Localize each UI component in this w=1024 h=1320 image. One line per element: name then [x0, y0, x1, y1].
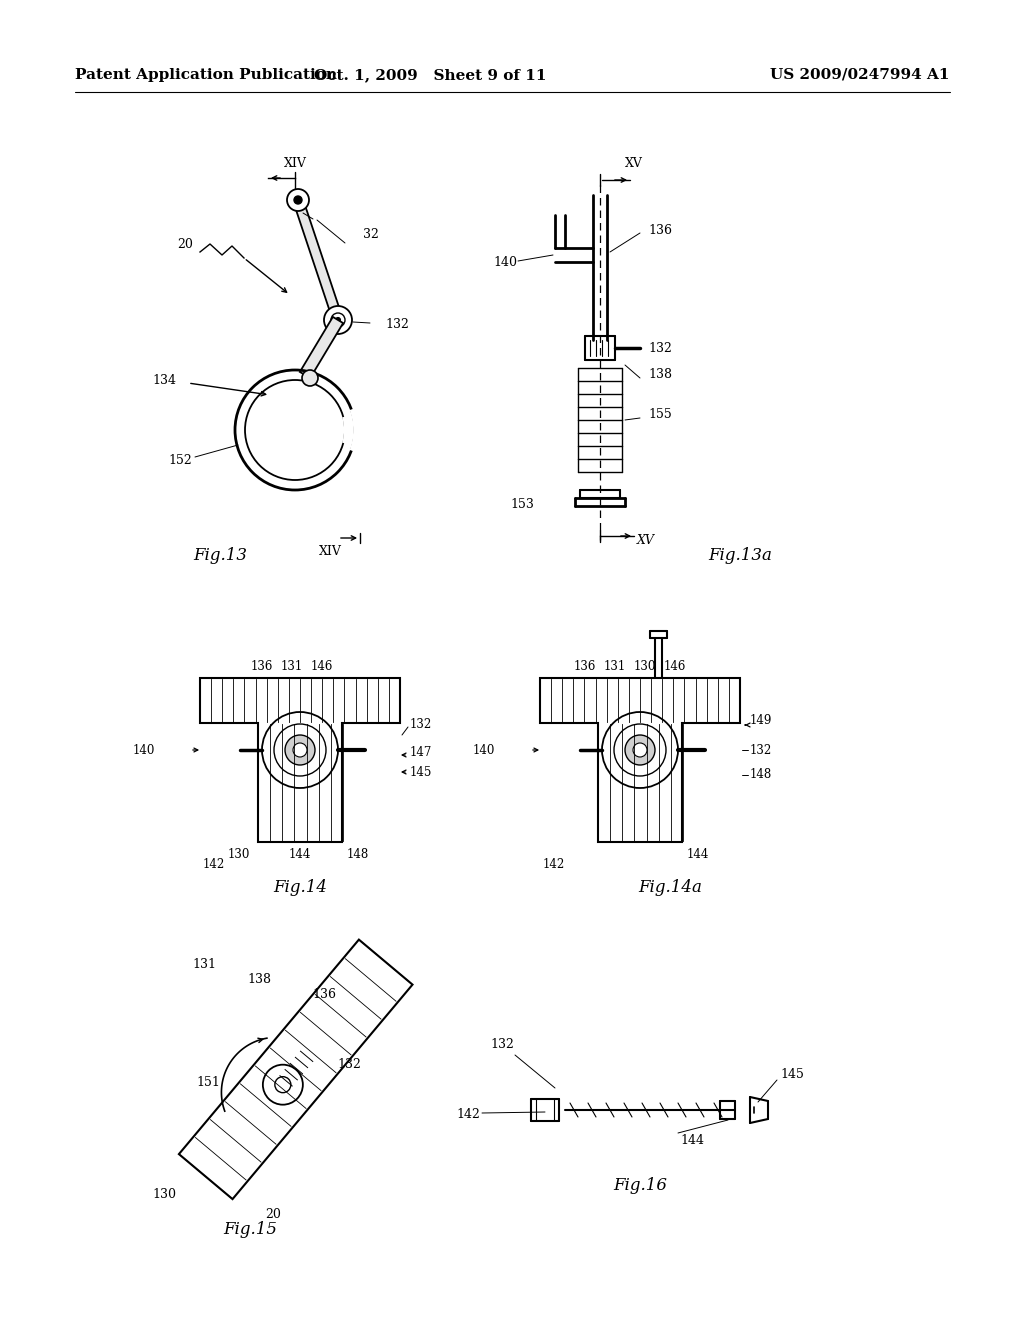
Text: 131: 131 — [193, 958, 217, 972]
Circle shape — [633, 743, 647, 756]
Text: 142: 142 — [543, 858, 565, 870]
Text: 132: 132 — [648, 342, 672, 355]
Polygon shape — [179, 940, 413, 1199]
Text: 130: 130 — [153, 1188, 177, 1201]
Text: 138: 138 — [648, 368, 672, 381]
Text: 146: 146 — [664, 660, 686, 672]
Polygon shape — [300, 317, 343, 378]
Text: 131: 131 — [281, 660, 303, 672]
Text: 131: 131 — [604, 660, 626, 672]
Text: 132: 132 — [410, 718, 432, 731]
Text: 32: 32 — [362, 228, 379, 242]
Circle shape — [336, 318, 341, 322]
Text: Fig.13: Fig.13 — [193, 546, 247, 564]
Text: 151: 151 — [197, 1076, 220, 1089]
Text: 142: 142 — [203, 858, 225, 870]
Text: 130: 130 — [634, 660, 656, 672]
Text: 145: 145 — [780, 1068, 804, 1081]
Circle shape — [263, 1065, 303, 1105]
Text: 145: 145 — [410, 766, 432, 779]
Text: 149: 149 — [750, 714, 772, 726]
Text: 148: 148 — [347, 847, 370, 861]
Polygon shape — [293, 198, 343, 322]
Circle shape — [287, 189, 309, 211]
Text: 136: 136 — [573, 660, 596, 672]
Text: 144: 144 — [687, 847, 710, 861]
Text: 134: 134 — [152, 374, 176, 387]
Text: 144: 144 — [289, 847, 311, 861]
Text: Oct. 1, 2009   Sheet 9 of 11: Oct. 1, 2009 Sheet 9 of 11 — [313, 69, 546, 82]
Text: 142: 142 — [456, 1109, 480, 1122]
Text: XV: XV — [625, 157, 643, 170]
Text: Patent Application Publication: Patent Application Publication — [75, 69, 337, 82]
Circle shape — [262, 711, 338, 788]
Text: 136: 136 — [648, 223, 672, 236]
Text: Fig.15: Fig.15 — [223, 1221, 278, 1238]
Text: 144: 144 — [680, 1134, 705, 1147]
Text: 148: 148 — [750, 768, 772, 781]
Circle shape — [274, 1077, 291, 1093]
Text: 152: 152 — [168, 454, 191, 466]
Text: Fig.13a: Fig.13a — [708, 546, 772, 564]
Text: Fig.14a: Fig.14a — [638, 879, 701, 895]
Text: 140: 140 — [133, 743, 155, 756]
Circle shape — [293, 743, 307, 756]
Circle shape — [274, 723, 326, 776]
Text: Fig.16: Fig.16 — [613, 1176, 667, 1193]
Text: 136: 136 — [251, 660, 273, 672]
Text: XIV: XIV — [318, 545, 341, 558]
Circle shape — [602, 711, 678, 788]
Polygon shape — [540, 678, 740, 842]
Text: 138: 138 — [248, 973, 271, 986]
Text: 132: 132 — [490, 1039, 514, 1052]
Circle shape — [302, 370, 318, 385]
Circle shape — [614, 723, 666, 776]
Circle shape — [294, 195, 302, 205]
Text: 132: 132 — [750, 743, 772, 756]
Text: 155: 155 — [648, 408, 672, 421]
Text: 20: 20 — [265, 1208, 281, 1221]
Text: XIV: XIV — [284, 157, 306, 170]
Text: 132: 132 — [338, 1059, 361, 1071]
Circle shape — [324, 306, 352, 334]
Text: 130: 130 — [228, 847, 251, 861]
Circle shape — [285, 735, 315, 766]
Text: Fig.14: Fig.14 — [273, 879, 327, 895]
Text: 132: 132 — [385, 318, 409, 331]
Text: 20: 20 — [177, 239, 193, 252]
Text: 140: 140 — [473, 743, 495, 756]
Polygon shape — [200, 678, 400, 842]
Circle shape — [625, 735, 655, 766]
Text: 146: 146 — [311, 660, 333, 672]
Text: 136: 136 — [313, 989, 337, 1001]
Text: XV: XV — [637, 533, 655, 546]
Text: 153: 153 — [510, 499, 534, 511]
Text: US 2009/0247994 A1: US 2009/0247994 A1 — [770, 69, 950, 82]
Text: 140: 140 — [493, 256, 517, 268]
Text: 147: 147 — [410, 746, 432, 759]
